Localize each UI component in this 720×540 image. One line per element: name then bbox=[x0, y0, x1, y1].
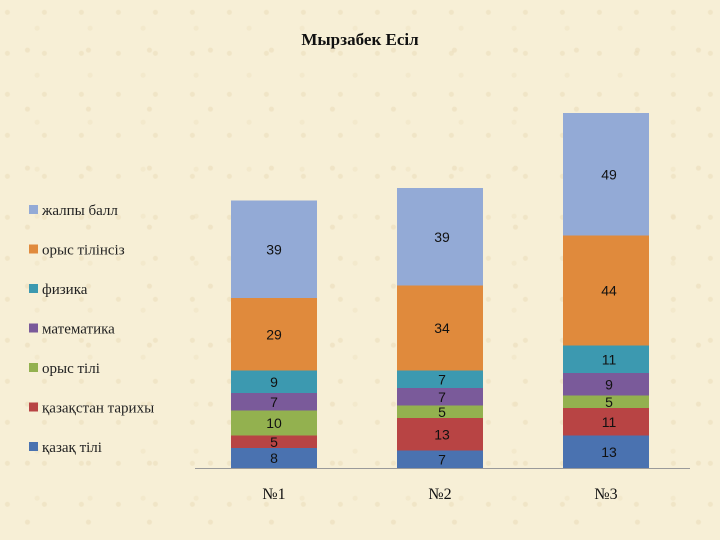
data-label: 7 bbox=[438, 389, 446, 405]
bar-segment-3-2 bbox=[563, 408, 649, 436]
data-label: 13 bbox=[601, 444, 617, 460]
data-label: 11 bbox=[602, 351, 617, 367]
bar-segment-1-2 bbox=[231, 435, 317, 448]
legend-swatch bbox=[29, 205, 38, 214]
chart-title: Мырзабек Есіл bbox=[301, 30, 419, 49]
legend-label: орыс тілінсіз bbox=[42, 243, 125, 259]
legend-swatch bbox=[29, 402, 38, 412]
data-label: 7 bbox=[438, 371, 446, 387]
data-label: 29 bbox=[266, 326, 282, 342]
bar-segment-2-3 bbox=[397, 405, 483, 418]
bar-segment-2-7 bbox=[397, 188, 483, 286]
bar-segment-2-2 bbox=[397, 418, 483, 451]
bar-segment-2-4 bbox=[397, 388, 483, 406]
legend-swatch bbox=[29, 442, 38, 451]
legend-label: жалпы балл bbox=[41, 203, 118, 219]
data-label: 9 bbox=[270, 374, 278, 390]
bar-segment-3-1 bbox=[563, 435, 649, 468]
bar-segment-3-4 bbox=[563, 373, 649, 396]
legend-label: математика bbox=[42, 322, 115, 338]
bar-segment-2-6 bbox=[397, 285, 483, 371]
data-label: 9 bbox=[605, 376, 613, 392]
data-label: 11 bbox=[602, 414, 617, 430]
legend-label: қазақстан тарихы bbox=[42, 401, 154, 417]
legend-swatch bbox=[29, 323, 38, 333]
data-label: 5 bbox=[605, 394, 613, 410]
legend-swatch bbox=[29, 363, 38, 372]
legend-label: физика bbox=[42, 282, 88, 298]
legend-label: қазақ тілі bbox=[42, 440, 102, 456]
bar-segment-1-6 bbox=[231, 298, 317, 371]
bar-segment-3-7 bbox=[563, 113, 649, 236]
data-label: 10 bbox=[266, 415, 282, 431]
data-label: 13 bbox=[434, 426, 450, 442]
bar-segment-1-7 bbox=[231, 200, 317, 298]
bar-segment-2-1 bbox=[397, 450, 483, 468]
legend-swatch bbox=[29, 244, 38, 254]
category-label: №1 bbox=[262, 486, 285, 503]
data-label: 39 bbox=[434, 229, 450, 245]
data-label: 44 bbox=[601, 283, 617, 299]
data-label: 5 bbox=[270, 434, 278, 450]
data-label: 8 bbox=[270, 450, 278, 466]
bar-segment-1-1 bbox=[231, 448, 317, 468]
bar-segment-1-5 bbox=[231, 370, 317, 393]
data-label: 34 bbox=[434, 320, 450, 336]
bar-segment-3-6 bbox=[563, 235, 649, 346]
legend-label: орыс тілі bbox=[42, 361, 100, 377]
data-label: 5 bbox=[438, 404, 446, 420]
category-label: №2 bbox=[428, 486, 451, 503]
legend-swatch bbox=[29, 284, 38, 293]
bar-segment-1-3 bbox=[231, 410, 317, 436]
bar-segment-3-3 bbox=[563, 395, 649, 408]
bar-segment-2-5 bbox=[397, 370, 483, 388]
data-label: 7 bbox=[438, 451, 446, 467]
data-label: 39 bbox=[266, 241, 282, 257]
category-label: №3 bbox=[594, 486, 617, 503]
bar-segment-3-5 bbox=[563, 345, 649, 373]
data-label: 7 bbox=[270, 394, 278, 410]
data-label: 49 bbox=[601, 166, 617, 182]
bar-segment-1-4 bbox=[231, 393, 317, 411]
